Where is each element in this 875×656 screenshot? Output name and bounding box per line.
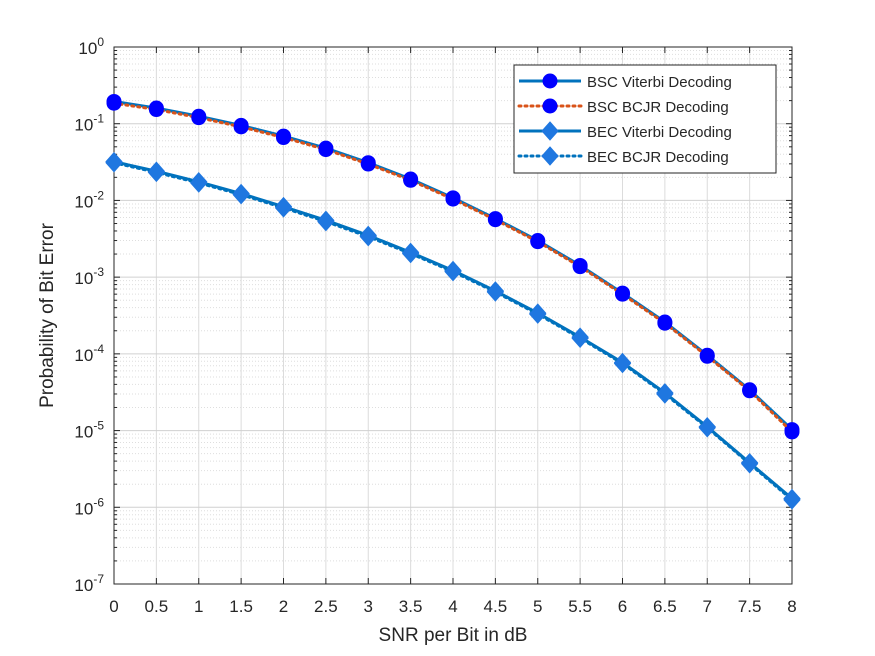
data-point bbox=[191, 110, 207, 126]
data-point bbox=[360, 156, 376, 172]
x-tick-label: 2 bbox=[279, 597, 288, 616]
x-tick-label: 5.5 bbox=[568, 597, 592, 616]
legend-entry-bsc-bcjr: BSC BCJR Decoding bbox=[517, 98, 729, 116]
data-point bbox=[317, 211, 335, 232]
x-tick-label: 0 bbox=[109, 597, 118, 616]
y-tick-label: 10-1 bbox=[74, 112, 104, 135]
x-tick-label: 7.5 bbox=[738, 597, 762, 616]
x-tick-label: 3.5 bbox=[399, 597, 423, 616]
legend-label-bec-viterbi: BEC Viterbi Decoding bbox=[587, 124, 732, 141]
y-tick-label: 10-6 bbox=[74, 495, 104, 518]
data-point bbox=[232, 184, 250, 205]
y-axis-label: Probability of Bit Error bbox=[37, 222, 58, 407]
data-point bbox=[784, 424, 800, 440]
data-point bbox=[359, 226, 377, 247]
y-tick-labels: 100 10-1 10-2 10-3 10-4 10-5 10-6 10-7 bbox=[74, 35, 104, 595]
x-tick-label: 7 bbox=[703, 597, 712, 616]
x-tick-label: 3 bbox=[364, 597, 373, 616]
data-point bbox=[444, 261, 462, 282]
data-point bbox=[276, 130, 291, 146]
data-point bbox=[571, 328, 589, 348]
data-point bbox=[274, 198, 293, 218]
y-tick-label: 10-5 bbox=[74, 419, 104, 442]
data-point bbox=[740, 453, 759, 474]
axis-ticks bbox=[113, 46, 793, 585]
data-point bbox=[698, 417, 716, 438]
x-tick-label: 6 bbox=[618, 597, 627, 616]
legend: BSC Viterbi Decoding BSC BCJR Decoding B… bbox=[513, 64, 777, 174]
data-point bbox=[105, 152, 123, 173]
data-point bbox=[487, 212, 503, 228]
data-point bbox=[318, 142, 334, 158]
legend-symbol-bec-viterbi bbox=[519, 121, 581, 141]
data-point bbox=[530, 234, 546, 250]
data-point bbox=[445, 191, 461, 207]
legend-label-bsc-viterbi: BSC Viterbi Decoding bbox=[587, 74, 732, 91]
data-point bbox=[613, 353, 632, 374]
y-tick-label: 100 bbox=[78, 35, 104, 58]
data-point bbox=[106, 95, 122, 111]
x-tick-label: 0.5 bbox=[145, 597, 169, 616]
legend-marker bbox=[541, 146, 559, 166]
data-point bbox=[233, 119, 249, 135]
x-tick-label: 5 bbox=[533, 597, 542, 616]
x-tick-label: 1.5 bbox=[229, 597, 253, 616]
y-tick-label: 10-7 bbox=[74, 572, 104, 595]
x-tick-label: 8 bbox=[787, 597, 796, 616]
legend-label-bec-bcjr: BEC BCJR Decoding bbox=[587, 149, 729, 166]
data-point bbox=[615, 286, 630, 302]
data-point bbox=[147, 162, 166, 183]
y-tick-label: 10-2 bbox=[74, 188, 104, 211]
y-tick-label: 10-3 bbox=[74, 265, 104, 288]
x-axis-label: SNR per Bit in dB bbox=[379, 625, 528, 646]
legend-symbol-bsc-bcjr bbox=[517, 98, 583, 114]
data-point bbox=[486, 282, 505, 302]
legend-entry-bsc-viterbi: BSC Viterbi Decoding bbox=[519, 73, 732, 91]
data-point bbox=[699, 348, 715, 364]
data-point bbox=[148, 102, 164, 118]
x-tick-label: 2.5 bbox=[314, 597, 338, 616]
legend-entry-bec-viterbi: BEC Viterbi Decoding bbox=[519, 121, 732, 141]
legend-label-bsc-bcjr: BSC BCJR Decoding bbox=[587, 99, 729, 116]
data-point bbox=[742, 383, 758, 399]
data-point bbox=[190, 173, 208, 193]
data-point bbox=[572, 259, 588, 275]
data-point bbox=[401, 243, 420, 264]
legend-symbol-bsc-viterbi bbox=[519, 73, 581, 89]
data-point bbox=[783, 490, 801, 510]
data-point bbox=[529, 304, 547, 324]
data-point bbox=[657, 315, 673, 331]
x-tick-label: 1 bbox=[194, 597, 203, 616]
series-layer bbox=[105, 93, 801, 510]
legend-marker bbox=[542, 98, 558, 114]
x-tick-label: 4 bbox=[448, 597, 457, 616]
legend-marker bbox=[542, 73, 558, 89]
legend-symbol-bec-bcjr bbox=[517, 146, 583, 166]
legend-entry-bec-bcjr: BEC BCJR Decoding bbox=[517, 146, 729, 166]
data-point bbox=[656, 384, 674, 404]
series-2 bbox=[106, 95, 800, 440]
y-tick-label: 10-4 bbox=[74, 342, 104, 365]
series-4 bbox=[105, 152, 801, 510]
x-tick-label: 4.5 bbox=[484, 597, 508, 616]
x-tick-label: 6.5 bbox=[653, 597, 677, 616]
x-tick-labels: 0 0.5 1 1.5 2 2.5 3 3.5 4 4.5 5 5.5 6 6.5 7 7.5 8 bbox=[109, 597, 796, 616]
legend-marker bbox=[541, 121, 559, 141]
data-point bbox=[403, 172, 419, 188]
